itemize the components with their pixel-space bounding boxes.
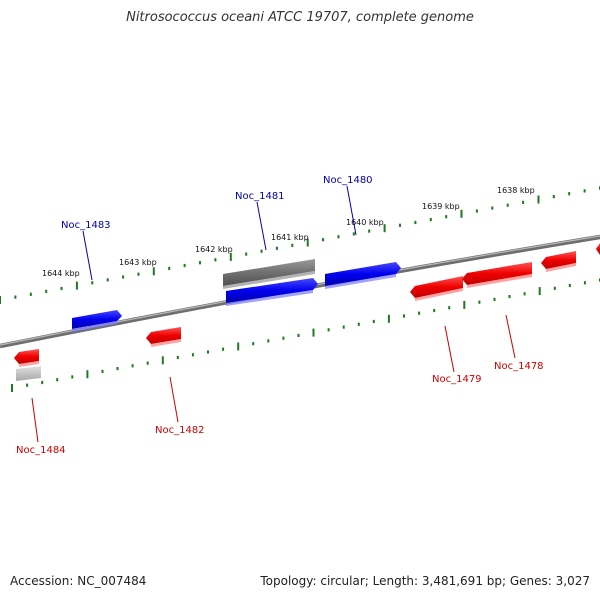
leader-line-noc-1482 [169,376,179,423]
leader-line-noc-1484 [31,397,39,443]
scale-label-1638: 1638 kbp [497,186,535,195]
map-title: Nitrosococcus oceani ATCC 19707, complet… [126,10,474,25]
gene-noc-1483[interactable] [72,310,122,332]
genome-summary-text: Topology: circular; Length: 3,481,691 bp… [260,574,590,588]
gene-label-noc-1479[interactable]: Noc_1479 [432,374,482,385]
gene-noc-1478[interactable] [462,262,532,288]
scale-label-1639: 1639 kbp [422,202,460,211]
gene-label-noc-1482[interactable]: Noc_1482 [155,425,205,436]
gene-noc-1481-outer-gray[interactable] [223,259,315,289]
gene-noc-1480[interactable] [325,262,401,289]
scale-label-1643: 1643 kbp [119,258,157,267]
gene-noc-1479[interactable] [410,276,463,301]
gene-right-edge-red-1[interactable] [541,251,576,272]
gene-noc-1484[interactable] [14,349,39,367]
scale-label-1644: 1644 kbp [42,269,80,278]
leader-line-noc-1479 [444,325,455,373]
gene-noc-1482[interactable] [146,327,181,347]
leader-line-noc-1481 [256,201,267,251]
gene-right-edge-red-2[interactable] [596,243,600,255]
accession-text: Accession: NC_007484 [10,574,147,588]
leader-line-noc-1478 [505,314,516,359]
gene-noc-1481[interactable] [226,278,318,306]
gene-noc-1484-light[interactable] [16,366,41,381]
gene-label-noc-1480[interactable]: Noc_1480 [323,175,373,186]
inner-scale-ticks [11,278,600,392]
gene-label-noc-1483[interactable]: Noc_1483 [61,220,111,231]
gene-label-noc-1478[interactable]: Noc_1478 [494,361,544,372]
scale-label-1642: 1642 kbp [195,245,233,254]
scale-label-1640: 1640 kbp [346,218,384,227]
gene-label-noc-1481[interactable]: Noc_1481 [235,191,285,202]
leader-line-noc-1483 [82,230,93,281]
scale-label-1641: 1641 kbp [271,233,309,242]
gene-label-noc-1484[interactable]: Noc_1484 [16,445,66,456]
leader-line-noc-1480 [346,185,357,236]
outer-scale-ticks [0,186,600,304]
